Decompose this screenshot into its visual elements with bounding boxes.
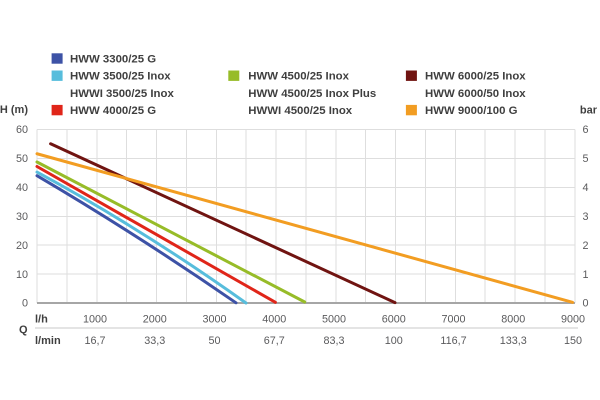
svg-text:10: 10 [16, 269, 28, 281]
svg-text:bar: bar [580, 105, 598, 117]
svg-text:HWW 3500/25 Inox: HWW 3500/25 Inox [70, 71, 171, 83]
svg-text:100: 100 [385, 335, 403, 347]
svg-text:HWW 4000/25 G: HWW 4000/25 G [70, 105, 156, 117]
svg-text:16,7: 16,7 [84, 335, 105, 347]
svg-text:4: 4 [583, 182, 589, 194]
svg-text:116,7: 116,7 [440, 335, 466, 347]
svg-text:7000: 7000 [441, 314, 465, 326]
svg-text:50: 50 [208, 335, 220, 347]
svg-text:0: 0 [583, 298, 589, 310]
svg-text:1: 1 [583, 269, 589, 281]
svg-text:0: 0 [22, 298, 28, 310]
svg-text:HWW 6000/50 Inox: HWW 6000/50 Inox [425, 88, 526, 100]
svg-text:3: 3 [583, 211, 589, 223]
svg-text:HWW 3300/25 G: HWW 3300/25 G [70, 53, 156, 65]
svg-text:HWW 9000/100 G: HWW 9000/100 G [425, 105, 518, 117]
svg-text:5: 5 [583, 153, 589, 165]
svg-text:133,3: 133,3 [500, 335, 527, 347]
svg-text:33,3: 33,3 [144, 335, 165, 347]
svg-text:5000: 5000 [322, 314, 346, 326]
svg-text:2000: 2000 [143, 314, 167, 326]
svg-text:1000: 1000 [83, 314, 107, 326]
svg-text:HWW 4500/25 Inox Plus: HWW 4500/25 Inox Plus [248, 88, 376, 100]
svg-text:l/h: l/h [35, 314, 48, 326]
svg-text:HWW 4500/25 Inox: HWW 4500/25 Inox [248, 71, 349, 83]
svg-text:4000: 4000 [262, 314, 286, 326]
svg-text:6: 6 [583, 124, 589, 136]
svg-text:2: 2 [583, 240, 589, 252]
svg-text:20: 20 [16, 240, 28, 252]
svg-text:40: 40 [16, 182, 28, 194]
svg-text:50: 50 [16, 153, 28, 165]
svg-text:9000: 9000 [561, 314, 585, 326]
svg-text:6000: 6000 [382, 314, 406, 326]
svg-text:Q: Q [19, 324, 28, 336]
svg-text:HWWI 4500/25 Inox: HWWI 4500/25 Inox [248, 105, 352, 117]
svg-text:HWWI 3500/25 Inox: HWWI 3500/25 Inox [70, 88, 174, 100]
svg-text:150: 150 [564, 335, 582, 347]
svg-text:83,3: 83,3 [323, 335, 344, 347]
svg-text:8000: 8000 [501, 314, 525, 326]
svg-text:60: 60 [16, 124, 28, 136]
svg-text:H (m): H (m) [0, 104, 28, 116]
svg-text:67,7: 67,7 [264, 335, 285, 347]
svg-text:l/min: l/min [35, 335, 61, 347]
svg-text:3000: 3000 [202, 314, 226, 326]
svg-text:HWW 6000/25 Inox: HWW 6000/25 Inox [425, 71, 526, 83]
svg-text:30: 30 [16, 211, 28, 223]
